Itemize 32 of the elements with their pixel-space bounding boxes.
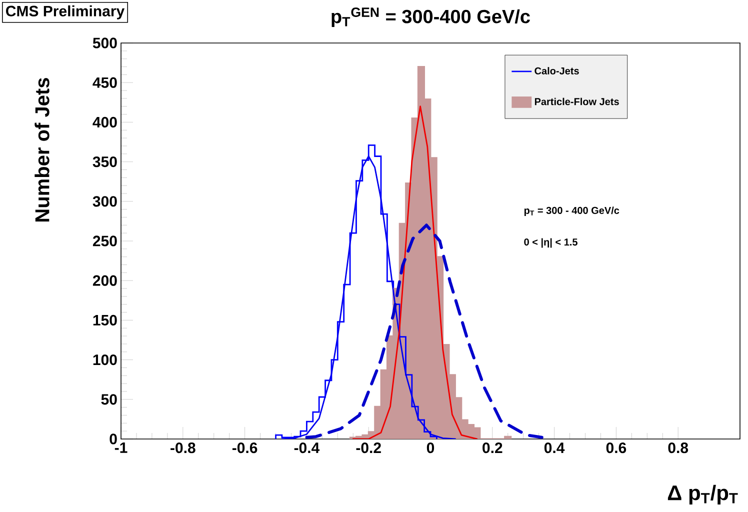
x-tick-label: 0.6 [606, 442, 626, 454]
x-tick-label: -0.8 [170, 442, 196, 454]
x-tick-label: -1 [114, 442, 128, 453]
legend-label: Calo-Jets [534, 67, 579, 74]
y-tick-label: 300 [92, 196, 117, 207]
line-series [281, 156, 456, 439]
y-tick-label: 450 [92, 77, 117, 88]
line-series [352, 106, 478, 439]
annotation: 0 < |η| < 1.5 [524, 238, 578, 248]
text: CMS Preliminary [6, 5, 125, 20]
x-tick-label: -0.4 [294, 442, 320, 454]
x-axis-title: Δ p$_{T}$/p$_{T}$ [668, 484, 738, 504]
y-tick-label: 150 [93, 314, 117, 326]
x-tick-label: 0.8 [668, 442, 688, 454]
y-axis-title: Number of Jets [34, 78, 50, 222]
y-tick-label: 400 [92, 116, 117, 128]
x-tick-label: -0.6 [232, 442, 258, 454]
annotation: p$_{T}$ = 300 - 400 GeV/c [524, 206, 620, 216]
x-tick-label: 0.4 [544, 442, 565, 454]
y-tick-label: 200 [92, 275, 117, 286]
x-tick-label: 0.2 [482, 442, 502, 454]
x-tick-label: 0 [426, 442, 434, 454]
x-tick-label: -0.2 [356, 442, 381, 454]
y-tick-label: 100 [93, 354, 117, 366]
y-tick-label: 500 [92, 38, 117, 48]
y-tick-label: 50 [101, 394, 117, 405]
y-tick-label: 250 [92, 236, 117, 246]
line-series [305, 224, 544, 439]
y-tick-label: 0 [110, 434, 117, 444]
legend-label: Particle-Flow Jets [534, 98, 619, 106]
y-tick-label: 350 [92, 156, 117, 168]
chart-title: p$_{T}$$^{GEN}$ = 300-400 GeV/c [332, 8, 530, 28]
